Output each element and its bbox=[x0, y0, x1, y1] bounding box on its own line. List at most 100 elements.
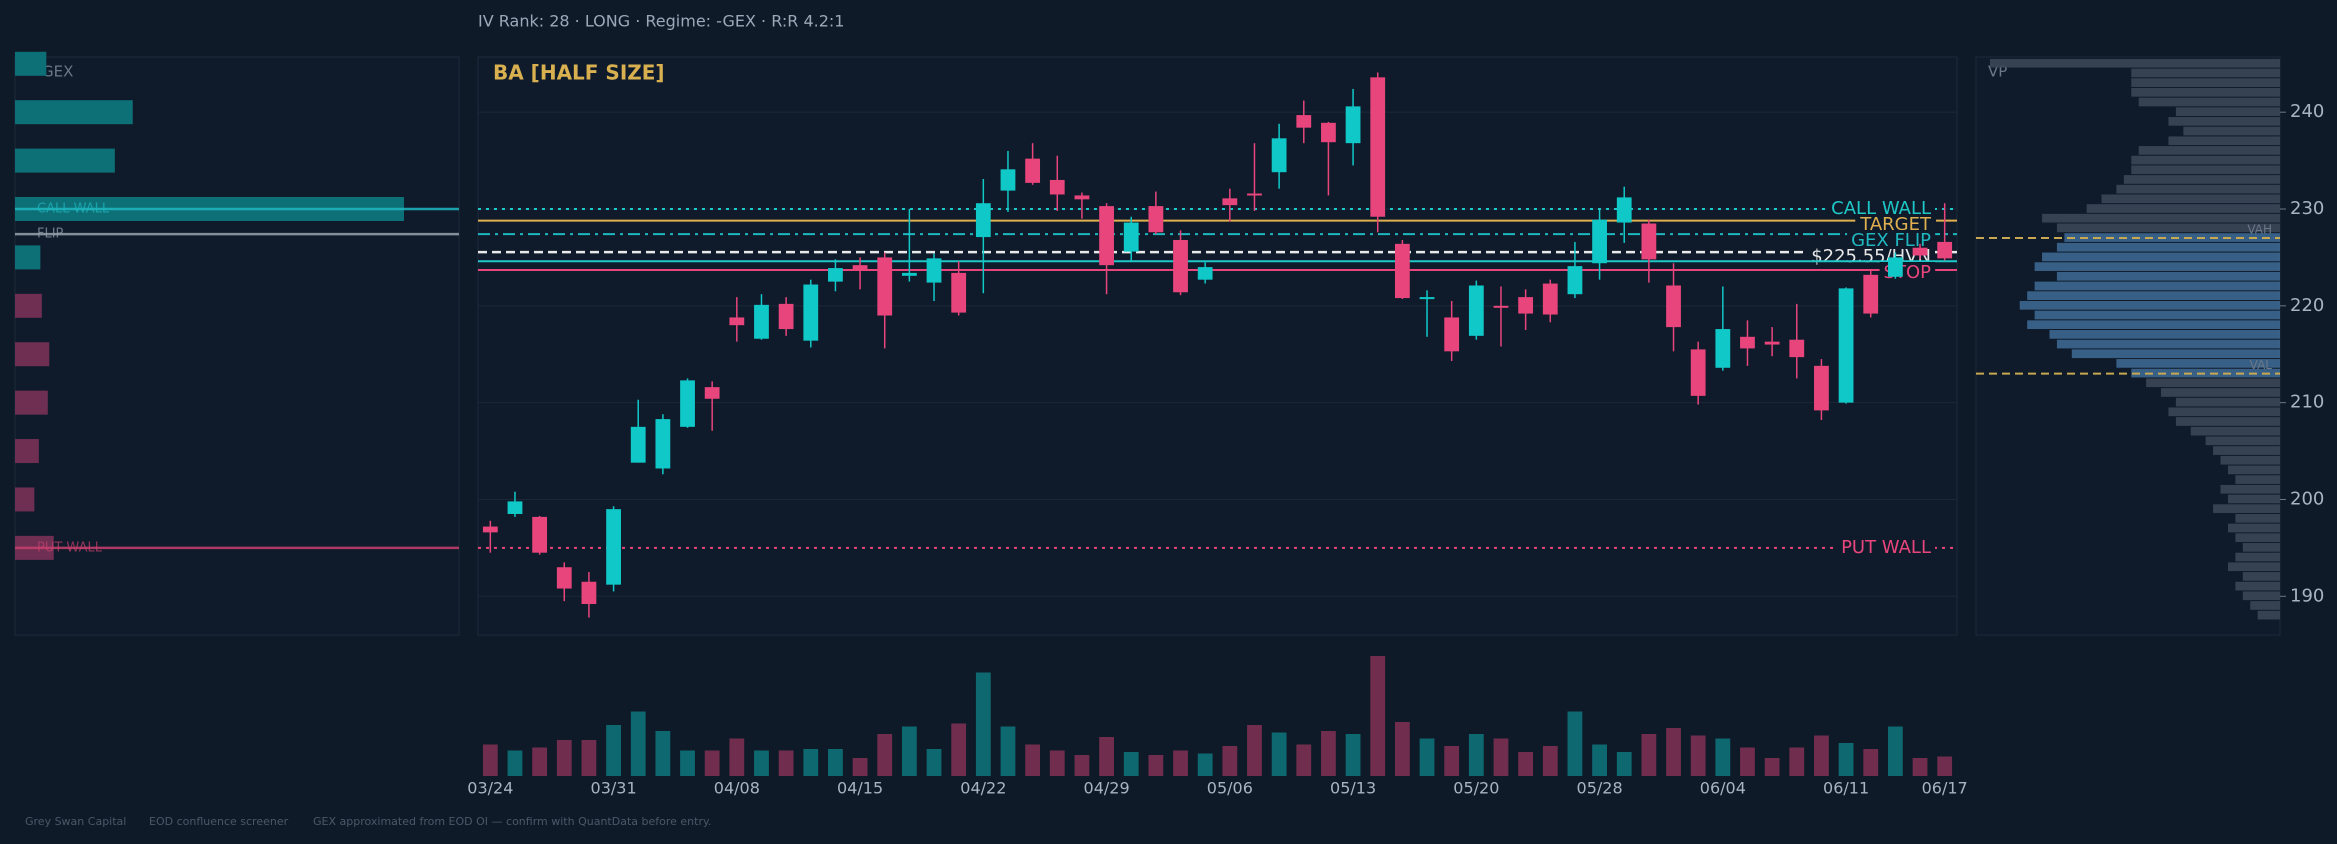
candle-body bbox=[877, 257, 893, 316]
volume-bar bbox=[1887, 726, 1903, 776]
y-tick-label: 190 bbox=[2290, 585, 2324, 606]
volume-bar bbox=[630, 711, 646, 776]
level-label: CALL WALL bbox=[1831, 198, 1931, 219]
x-tick-label: 05/13 bbox=[1330, 779, 1376, 798]
level-label: GEX FLIP bbox=[1851, 230, 1931, 251]
y-tick-label: 230 bbox=[2290, 198, 2324, 219]
candle-body bbox=[1099, 206, 1114, 266]
candle-body bbox=[1863, 274, 1879, 314]
volume-bar bbox=[655, 731, 671, 776]
vp-bar bbox=[2131, 165, 2280, 175]
candle-body bbox=[1937, 241, 1953, 259]
candle-body bbox=[1690, 349, 1706, 396]
gex-level-label: PUT WALL bbox=[37, 540, 103, 555]
volume-bar bbox=[1493, 738, 1509, 776]
vp-bar bbox=[2131, 68, 2280, 78]
volume-bar bbox=[1542, 746, 1558, 776]
candle-body bbox=[1394, 243, 1410, 299]
volume-bar bbox=[1049, 750, 1065, 776]
candle-body bbox=[581, 581, 597, 605]
candle-body bbox=[1592, 219, 1607, 264]
candle-body bbox=[1715, 329, 1731, 368]
vp-bar bbox=[2131, 87, 2280, 97]
vp-bar bbox=[2235, 533, 2280, 543]
vp-bar bbox=[2027, 320, 2280, 330]
vp-bar bbox=[2034, 281, 2280, 291]
vp-bar bbox=[2168, 117, 2280, 126]
vp-bar bbox=[2101, 194, 2280, 204]
vp-bar bbox=[2056, 242, 2280, 252]
vp-bar bbox=[2190, 426, 2280, 436]
level-label: TARGET bbox=[1859, 214, 1932, 235]
x-tick-label: 04/29 bbox=[1084, 779, 1130, 798]
candle-body bbox=[803, 284, 819, 341]
y-tick-label: 200 bbox=[2290, 488, 2324, 509]
gex-bar bbox=[15, 439, 39, 464]
candle-body bbox=[532, 516, 548, 553]
x-tick-label: 04/22 bbox=[960, 779, 1006, 798]
volume-bar bbox=[951, 723, 967, 776]
candle-body bbox=[1271, 138, 1287, 173]
candle-body bbox=[1321, 122, 1336, 143]
vp-bar bbox=[2220, 455, 2280, 465]
candle-body bbox=[729, 317, 745, 326]
volume-bar bbox=[1715, 738, 1731, 776]
candle-body bbox=[1542, 283, 1558, 315]
volume-bar bbox=[926, 749, 942, 776]
vp-vah-label: VAH bbox=[2247, 223, 2272, 237]
volume-bar bbox=[754, 750, 769, 776]
gex-bar bbox=[15, 342, 50, 367]
volume-bar bbox=[803, 749, 819, 776]
candle-body bbox=[1049, 179, 1065, 195]
candle-body bbox=[1912, 247, 1928, 256]
vp-bar bbox=[2227, 562, 2280, 572]
vp-bar bbox=[2250, 601, 2280, 610]
vp-bar bbox=[2235, 475, 2280, 484]
gex-level-label: CALL WALL bbox=[37, 202, 110, 217]
candle-body bbox=[1764, 341, 1780, 345]
vp-bar bbox=[2183, 126, 2280, 136]
vp-bar bbox=[2056, 339, 2280, 349]
x-tick-label: 06/11 bbox=[1823, 779, 1869, 798]
vp-bar bbox=[2131, 78, 2280, 87]
candle-body bbox=[852, 265, 868, 270]
volume-bar bbox=[1025, 744, 1041, 776]
volume-bar bbox=[1419, 738, 1435, 776]
candle-body bbox=[901, 272, 917, 276]
vp-bar bbox=[2227, 465, 2280, 475]
volume-bar bbox=[1296, 744, 1312, 776]
candle-body bbox=[1616, 197, 1632, 223]
candle-body bbox=[1740, 336, 1755, 349]
vp-bar bbox=[2235, 552, 2280, 562]
vp-bar bbox=[2235, 513, 2280, 523]
level-label-bg bbox=[1847, 230, 1936, 252]
volume-bar bbox=[1616, 752, 1632, 776]
volume-bar bbox=[1247, 725, 1262, 776]
candle-body bbox=[1345, 106, 1361, 144]
vp-bar bbox=[2131, 368, 2280, 378]
volume-bar bbox=[1394, 722, 1410, 776]
vp-bar bbox=[2071, 349, 2280, 359]
vp-bar bbox=[2205, 436, 2280, 446]
vp-bar bbox=[2242, 572, 2280, 581]
gex-bar bbox=[15, 293, 42, 318]
vp-bar bbox=[2042, 213, 2280, 223]
price-panel bbox=[477, 56, 1958, 636]
volume-bar bbox=[852, 758, 868, 776]
gex-bar bbox=[15, 390, 48, 415]
vp-bar bbox=[2220, 484, 2280, 494]
gex-title: GEX bbox=[42, 63, 73, 81]
volume-bar bbox=[1000, 726, 1016, 776]
volume-bar bbox=[1197, 753, 1213, 776]
candle-body bbox=[926, 258, 942, 283]
candle-body bbox=[1173, 239, 1188, 293]
candle-body bbox=[1000, 169, 1016, 191]
volume-bar bbox=[581, 740, 597, 776]
candle-body bbox=[778, 303, 794, 330]
volume-bar bbox=[1444, 746, 1460, 776]
volume-bar bbox=[482, 744, 498, 776]
volume-bar bbox=[901, 726, 917, 776]
x-tick-label: 05/06 bbox=[1207, 779, 1253, 798]
x-tick-label: 05/28 bbox=[1577, 779, 1623, 798]
